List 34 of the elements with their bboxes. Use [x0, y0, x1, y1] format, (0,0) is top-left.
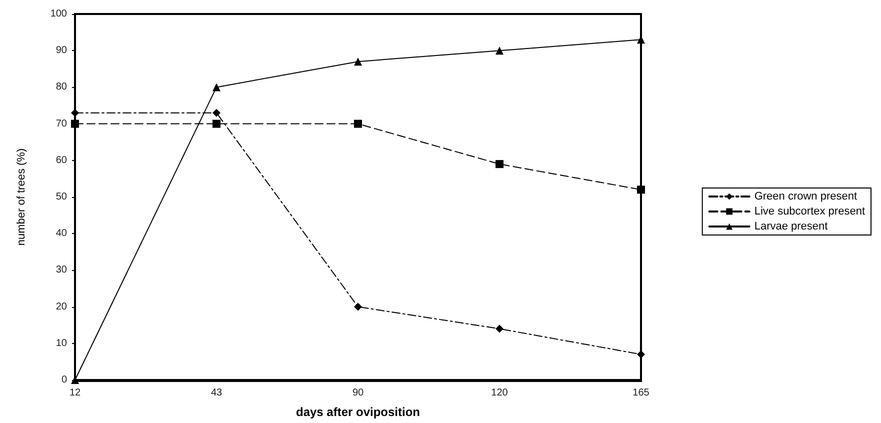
y-tick-label: 80	[56, 82, 68, 93]
y-tick-label: 70	[56, 118, 68, 130]
point	[354, 120, 362, 128]
y-tick-label: 40	[56, 228, 68, 240]
point	[71, 108, 79, 117]
x-tick-label: 43	[210, 388, 222, 398]
x-tick-label: 165	[632, 388, 650, 398]
point	[354, 58, 362, 66]
legend-label: Larvae present	[754, 220, 828, 232]
point	[71, 120, 79, 128]
x-tick-label: 120	[491, 388, 508, 398]
y-tick-label: 0	[61, 374, 68, 386]
point	[212, 108, 220, 117]
point	[496, 324, 504, 333]
x-tick-label: 12	[69, 388, 81, 398]
y-tick-label: 20	[56, 301, 68, 312]
y-tick-label: 60	[56, 154, 68, 166]
y-tick-label: 10	[56, 338, 68, 349]
y-tick-label: 50	[56, 192, 68, 202]
point	[212, 120, 220, 128]
point	[637, 350, 645, 358]
y-tick-label: 30	[56, 264, 68, 276]
point	[212, 83, 220, 92]
point	[496, 46, 504, 55]
x-tick-label: 90	[352, 388, 364, 398]
x-axis-title: days after oviposition	[296, 405, 420, 419]
y-tick-label: 90	[56, 45, 68, 56]
point	[637, 186, 645, 194]
point	[354, 302, 362, 311]
y-tick-label: 100	[50, 8, 68, 20]
legend-label: Green crown present	[754, 190, 858, 202]
point	[496, 160, 504, 168]
y-axis-title: number of trees (%)	[16, 148, 28, 246]
legend-label: Live subcortex present	[754, 206, 865, 218]
